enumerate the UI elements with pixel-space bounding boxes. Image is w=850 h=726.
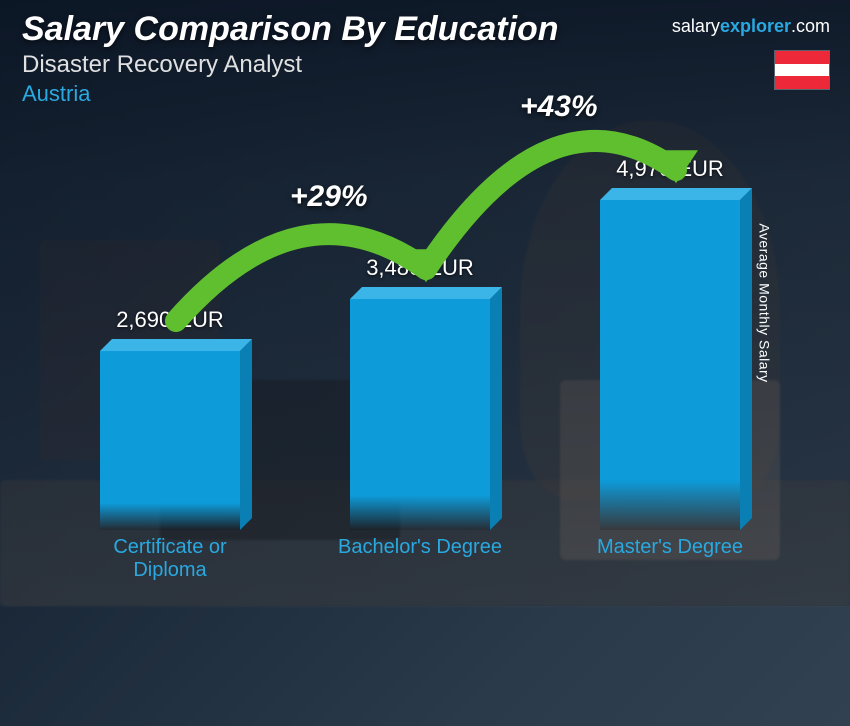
brand-logo: salaryexplorer.com <box>672 16 830 37</box>
bar-front-2 <box>600 200 740 530</box>
brand-part1: salary <box>672 16 720 36</box>
bar-value-2: 4,970 EUR <box>570 156 770 182</box>
flag-stripe-3 <box>775 76 829 89</box>
bar-value-1: 3,480 EUR <box>320 255 520 281</box>
bar-1 <box>350 299 490 530</box>
increase-label-0: +29% <box>290 180 368 214</box>
bar-group-1: 3,480 EURBachelor's Degree <box>350 299 490 530</box>
increase-label-1: +43% <box>520 90 598 124</box>
bar-front-0 <box>100 351 240 530</box>
bar-group-2: 4,970 EURMaster's Degree <box>600 200 740 530</box>
bar-side-1 <box>490 287 502 530</box>
bar-top-1 <box>350 287 502 299</box>
bar-2 <box>600 200 740 530</box>
bar-0 <box>100 351 240 530</box>
brand-part2: explorer <box>720 16 791 36</box>
flag-stripe-1 <box>775 51 829 64</box>
bar-front-1 <box>350 299 490 530</box>
bar-category-2: Master's Degree <box>580 536 760 559</box>
bar-category-0: Certificate or Diploma <box>80 536 260 582</box>
flag-austria <box>774 50 830 90</box>
bar-group-0: 2,690 EURCertificate or Diploma <box>100 351 240 530</box>
bar-chart: 2,690 EURCertificate or Diploma3,480 EUR… <box>40 120 790 586</box>
bar-side-2 <box>740 188 752 530</box>
brand-part3: .com <box>791 16 830 36</box>
bar-value-0: 2,690 EUR <box>70 307 270 333</box>
flag-stripe-2 <box>775 64 829 77</box>
bar-side-0 <box>240 339 252 530</box>
bar-top-0 <box>100 339 252 351</box>
bar-category-1: Bachelor's Degree <box>330 536 510 559</box>
chart-country: Austria <box>22 81 828 107</box>
chart-subtitle: Disaster Recovery Analyst <box>22 51 828 79</box>
bar-top-2 <box>600 188 752 200</box>
